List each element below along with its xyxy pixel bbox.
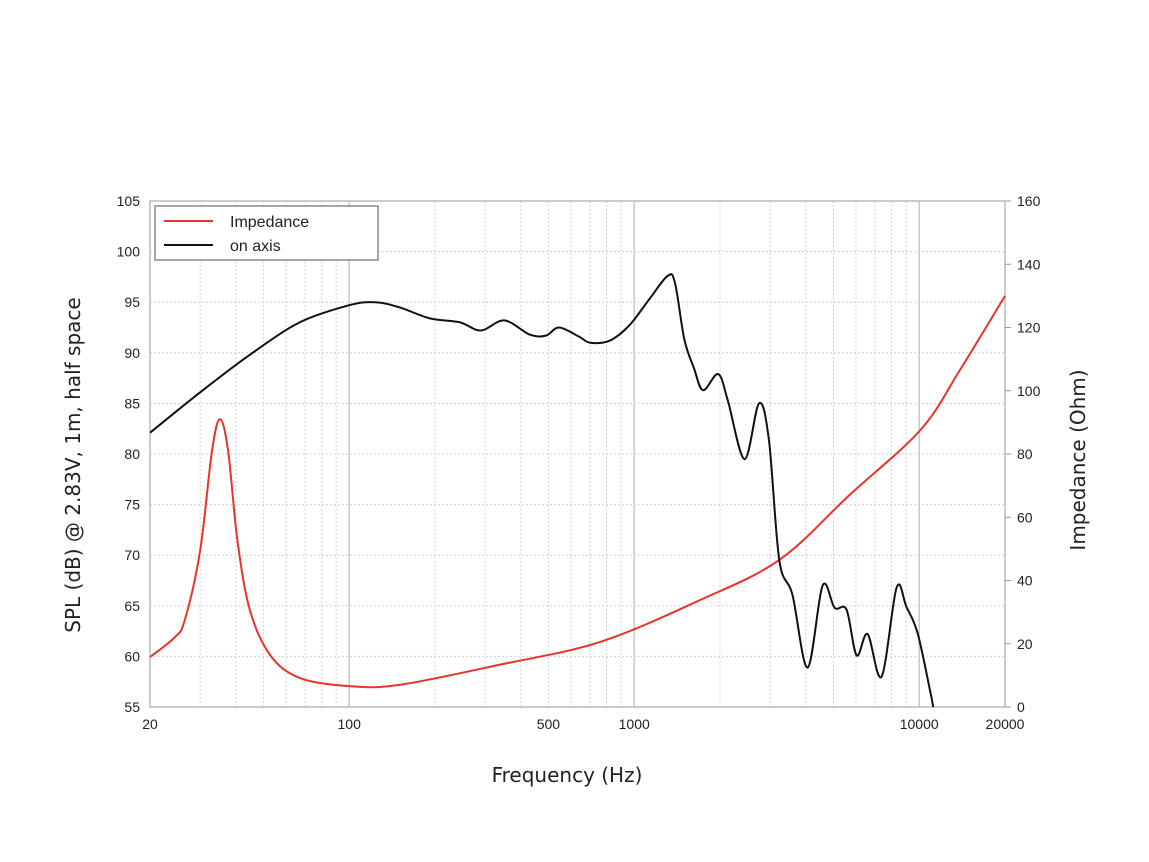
y-tick-label: 70: [124, 547, 140, 563]
tick-labels: 55 60 65 70 75 80 85 90 95 100 105 0 20 40 60 80 100 120 1…: [117, 193, 1041, 732]
y2-tick-label: 0: [1017, 699, 1025, 715]
y-tick-label: 105: [117, 193, 141, 209]
x-tick-label: 10000: [900, 716, 939, 732]
x-tick-label: 100: [338, 716, 362, 732]
y2-tick-label: 80: [1017, 446, 1033, 462]
y-tick-label: 65: [124, 598, 140, 614]
y2-tick-label: 60: [1017, 509, 1033, 525]
y-tick-label: 95: [124, 294, 140, 310]
y-tick-label: 100: [117, 244, 141, 260]
legend-box: [154, 205, 379, 261]
series-line-impedance: [149, 295, 1006, 689]
y2-axis-label: Impedance (Ohm): [1066, 369, 1090, 550]
legend-label-on-axis: on axis: [230, 238, 281, 255]
y-tick-label: 85: [124, 395, 140, 411]
y2-tick-label: 160: [1017, 193, 1041, 209]
series-line-on-axis: [149, 273, 935, 708]
y2-tick-label: 40: [1017, 573, 1033, 589]
x-axis-label: Frequency (Hz): [492, 763, 643, 787]
y-axis-label: SPL (dB) @ 2.83V, 1m, half space: [61, 297, 85, 632]
grid: [149, 200, 1006, 708]
y2-tick-label: 20: [1017, 636, 1033, 652]
y2-tick-label: 100: [1017, 383, 1041, 399]
x-tick-label: 500: [537, 716, 561, 732]
y-tick-label: 60: [124, 648, 140, 664]
y-tick-label: 55: [124, 699, 140, 715]
y-tick-label: 75: [124, 497, 140, 513]
y-tick-label: 80: [124, 446, 140, 462]
x-tick-label: 1000: [619, 716, 650, 732]
legend: Impedance on axis: [154, 205, 379, 261]
y-tick-label: 90: [124, 345, 140, 361]
legend-label-impedance: Impedance: [230, 214, 309, 231]
y2-tick-label: 120: [1017, 320, 1041, 336]
x-tick-label: 20: [142, 716, 158, 732]
series-lines: [149, 273, 1006, 708]
y2-tick-label: 140: [1017, 256, 1041, 272]
x-tick-label: 20000: [986, 716, 1025, 732]
